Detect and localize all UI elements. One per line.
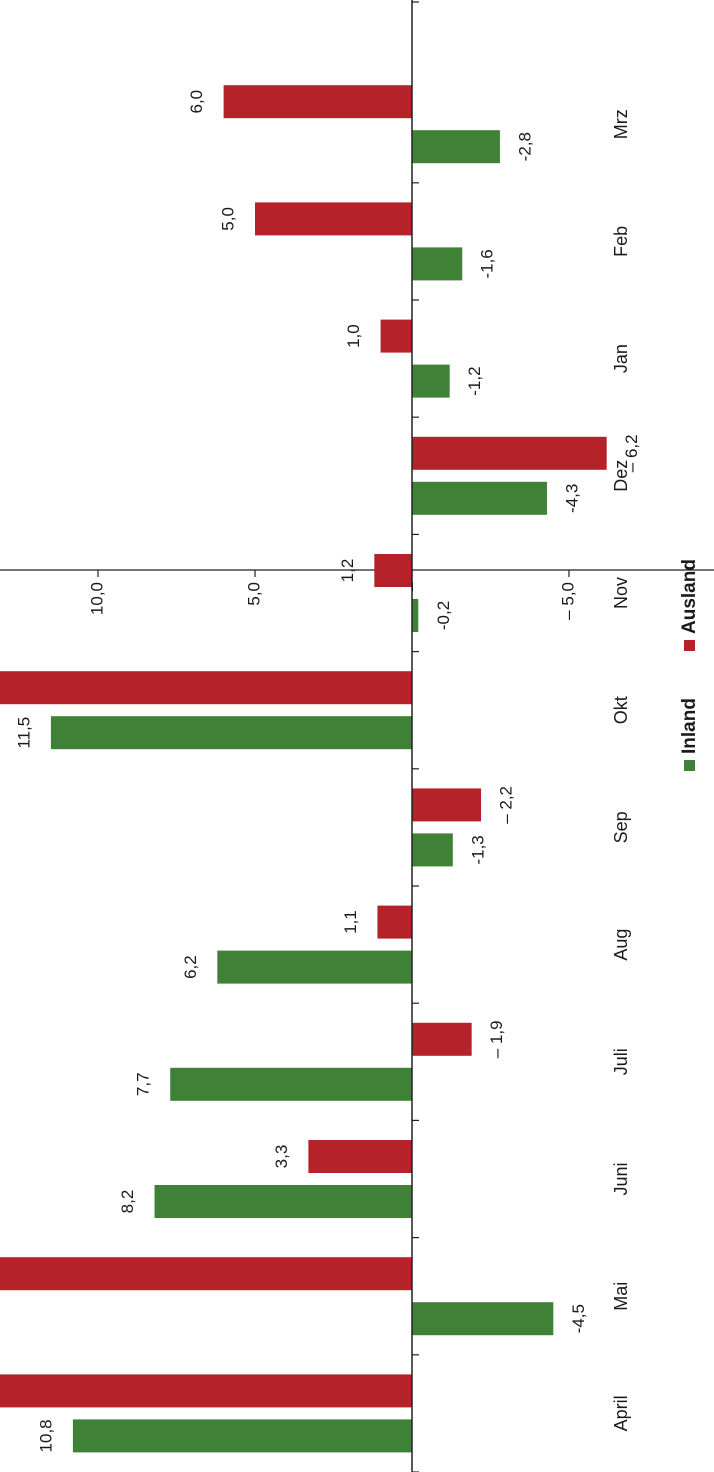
inland-bar xyxy=(412,1302,554,1336)
category-label: Sep xyxy=(611,811,631,843)
inland-bar xyxy=(50,716,413,750)
ausland-data-label: 1,0 xyxy=(344,324,363,348)
ausland-bar xyxy=(412,436,607,470)
inland-data-label: 10,8 xyxy=(36,1419,55,1452)
ausland-bar xyxy=(223,85,412,119)
category-label: Jan xyxy=(611,344,631,373)
inland-bar xyxy=(412,833,453,867)
legend-label-ausland: Ausland xyxy=(679,559,700,634)
category-label: Dez xyxy=(611,460,631,492)
inland-bar xyxy=(412,364,450,398)
legend-swatch-inland xyxy=(684,760,695,771)
inland-bar xyxy=(217,950,412,984)
ausland-bar xyxy=(308,1140,412,1173)
category-label: Mrz xyxy=(611,109,631,139)
inland-bar xyxy=(154,1185,412,1218)
inland-data-label: -1,3 xyxy=(468,835,487,864)
category-label: Juni xyxy=(611,1162,631,1195)
category-label: April xyxy=(611,1395,631,1431)
inland-data-label: -1,2 xyxy=(465,366,484,395)
value-tick-label: – 5,0 xyxy=(558,582,577,620)
inland-data-label: -1,6 xyxy=(478,249,497,278)
ausland-bar xyxy=(374,554,412,587)
inland-data-label: 7,7 xyxy=(134,1072,153,1096)
ausland-bar xyxy=(380,319,412,353)
inland-data-label: -2,8 xyxy=(515,132,534,161)
ausland-data-label: 1,2 xyxy=(338,559,357,583)
inland-data-label: -0,2 xyxy=(434,601,453,630)
category-label: Mai xyxy=(611,1282,631,1311)
inland-bar xyxy=(412,247,463,281)
ausland-data-label: 3,3 xyxy=(272,1145,291,1169)
inland-bar xyxy=(170,1067,412,1101)
ausland-data-label: – 1,9 xyxy=(487,1020,506,1058)
inland-data-label: -4,5 xyxy=(569,1304,588,1333)
ausland-data-label: 1,1 xyxy=(341,910,360,934)
category-label: Okt xyxy=(611,696,631,724)
inland-data-label: 6,2 xyxy=(181,955,200,979)
inland-bar xyxy=(412,599,419,632)
inland-bar xyxy=(412,481,548,515)
ausland-data-label: – 6,2 xyxy=(622,434,641,472)
ausland-data-label: – 2,2 xyxy=(497,786,516,824)
category-label: Juli xyxy=(611,1048,631,1075)
category-label: Feb xyxy=(611,226,631,257)
value-tick-label: 5,0 xyxy=(244,582,263,606)
ausland-bar xyxy=(0,1257,412,1291)
ausland-bar xyxy=(412,788,482,822)
ausland-bar xyxy=(377,905,412,939)
ausland-data-label: 6,0 xyxy=(187,90,206,114)
ausland-data-label: 5,0 xyxy=(218,207,237,231)
ausland-bar xyxy=(0,671,412,705)
inland-bar xyxy=(412,130,500,164)
inland-data-label: 8,2 xyxy=(118,1190,137,1214)
category-label: Aug xyxy=(611,929,631,961)
category-label: Nov xyxy=(611,577,631,609)
legend-label-inland: Inland xyxy=(679,698,700,754)
ausland-bar xyxy=(255,202,412,236)
inland-bar xyxy=(72,1419,412,1453)
legend-swatch-ausland xyxy=(684,640,695,651)
ausland-bar xyxy=(412,1022,472,1056)
ausland-bar xyxy=(0,1374,412,1408)
value-tick-label: 10,0 xyxy=(87,582,106,615)
inland-data-label: 11,5 xyxy=(14,717,33,749)
inland-data-label: -4,3 xyxy=(563,484,582,513)
